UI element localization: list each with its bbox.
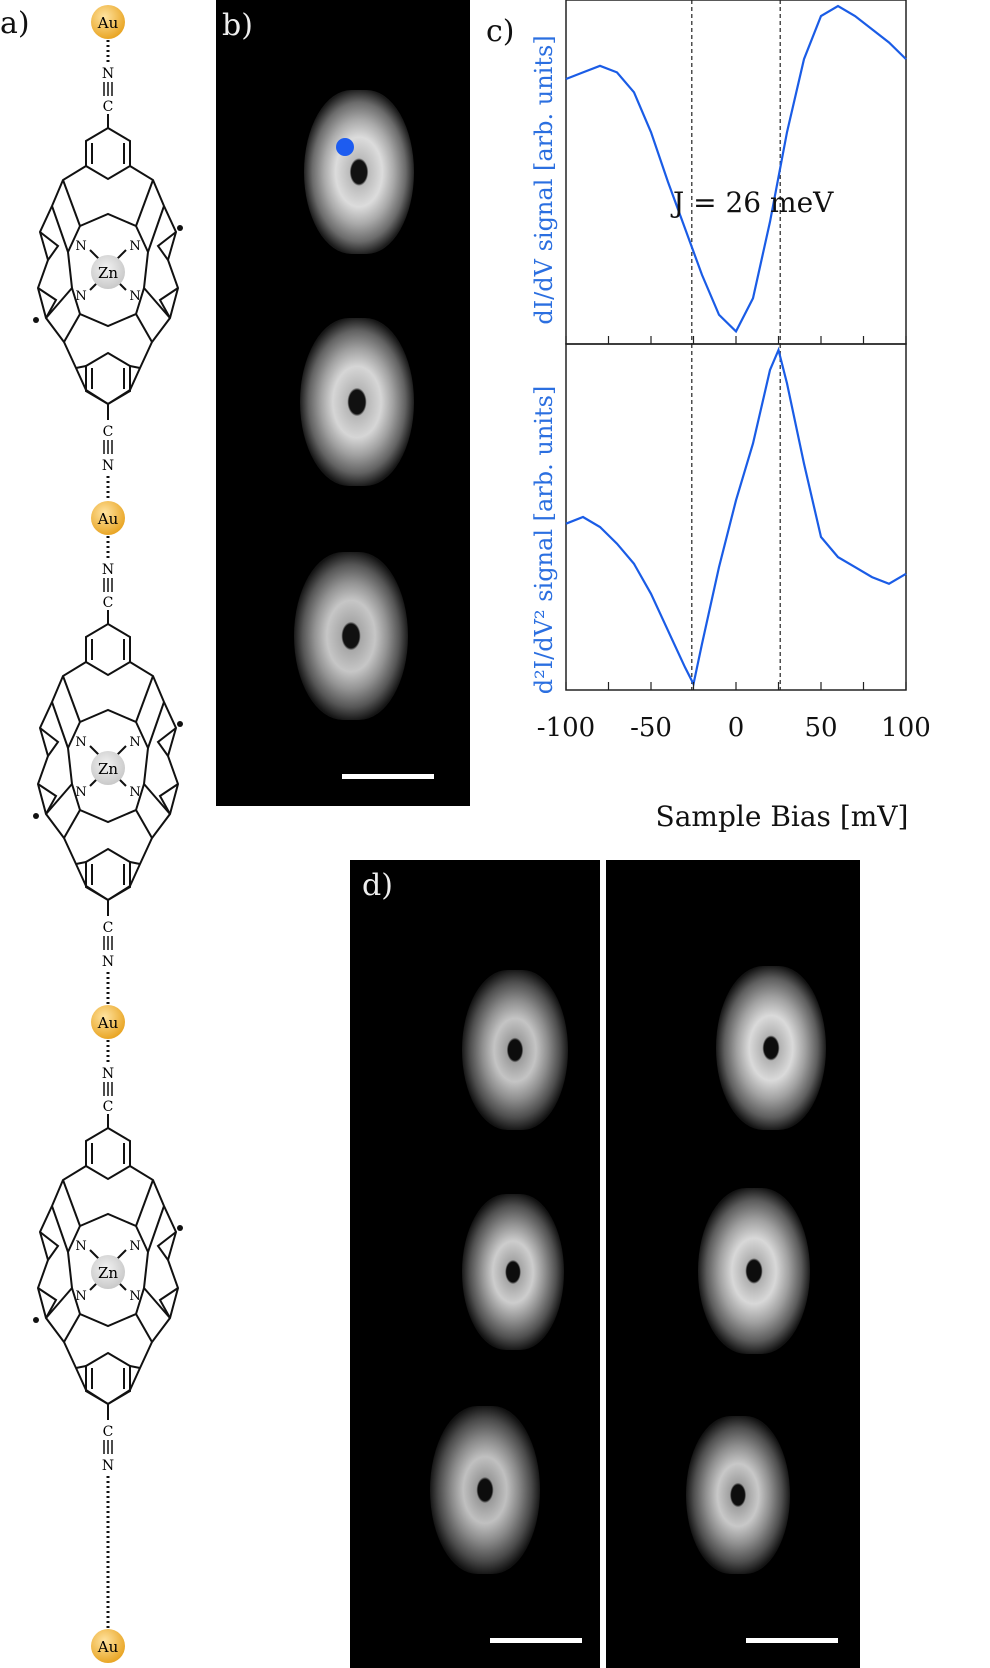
spectroscopy-chart: -100 -50 0 50 100 dI/dV signal [arb. units] …	[530, 0, 931, 833]
plot-frame-1	[565, 0, 907, 345]
spectrum-line-1	[565, 4, 907, 334]
svg-text:N: N	[102, 954, 114, 970]
panel-d-label: d)	[362, 868, 393, 903]
x-tick-label: 0	[728, 713, 745, 743]
svg-text:Zn: Zn	[98, 1264, 118, 1282]
svg-text:Au: Au	[97, 1014, 119, 1032]
molecule-1	[304, 90, 414, 254]
svg-text:N: N	[75, 785, 86, 800]
svg-text:N: N	[129, 1239, 140, 1254]
chemical-structure: Au N C Zn N N N N C N Au N C	[33, 5, 183, 1663]
svg-text:N: N	[75, 239, 86, 254]
gold-label: Au	[97, 14, 119, 32]
svg-text:N: N	[129, 289, 140, 304]
x-axis-label: Sample Bias [mV]	[656, 800, 909, 833]
svg-text:N: N	[102, 562, 114, 578]
stm-image-b	[216, 0, 470, 806]
y-axis-label-top: dI/dV signal [arb. units]	[530, 35, 558, 324]
svg-text:N: N	[75, 735, 86, 750]
svg-text:Au: Au	[97, 1638, 119, 1656]
svg-text:C: C	[103, 920, 114, 936]
exchange-annotation: J = 26 meV	[670, 186, 834, 219]
svg-text:N: N	[102, 66, 114, 82]
svg-text:Au: Au	[97, 510, 119, 528]
scale-bar-left	[490, 1638, 582, 1643]
x-tick-label: 100	[881, 713, 931, 743]
svg-text:C: C	[103, 1424, 114, 1440]
panel-b-label: b)	[222, 8, 253, 43]
scale-bar	[342, 774, 434, 779]
svg-text:C: C	[103, 595, 114, 611]
svg-text:C: C	[103, 424, 114, 440]
y-axis-label-bottom: d²I/dV² signal [arb. units]	[530, 386, 558, 695]
svg-text:N: N	[102, 458, 114, 474]
panel-a-label: a)	[0, 6, 30, 41]
svg-text:C: C	[103, 1099, 114, 1115]
svg-text:N: N	[129, 1289, 140, 1304]
svg-text:Zn: Zn	[98, 760, 118, 778]
scale-bar-right	[746, 1638, 838, 1643]
svg-text:N: N	[129, 735, 140, 750]
svg-text:C: C	[103, 99, 114, 115]
stm-image-d-left	[350, 860, 600, 1668]
plot-frame-2	[565, 343, 907, 691]
svg-text:Zn: Zn	[98, 264, 118, 282]
x-tick-label: 50	[804, 713, 837, 743]
svg-text:N: N	[75, 289, 86, 304]
tip-position-marker	[336, 138, 354, 156]
gold-atom	[91, 5, 125, 39]
svg-text:N: N	[102, 1458, 114, 1474]
svg-text:N: N	[75, 1239, 86, 1254]
svg-text:N: N	[129, 785, 140, 800]
molecule-2	[300, 318, 414, 486]
x-tick-label: -50	[630, 713, 672, 743]
spectrum-line-2	[565, 346, 907, 688]
svg-text:N: N	[102, 1066, 114, 1082]
svg-text:N: N	[75, 1289, 86, 1304]
x-tick-label: -100	[537, 713, 595, 743]
stm-image-d-right	[606, 860, 860, 1668]
svg-text:N: N	[129, 239, 140, 254]
panel-c-label: c)	[486, 14, 515, 49]
molecule-3	[294, 552, 408, 720]
